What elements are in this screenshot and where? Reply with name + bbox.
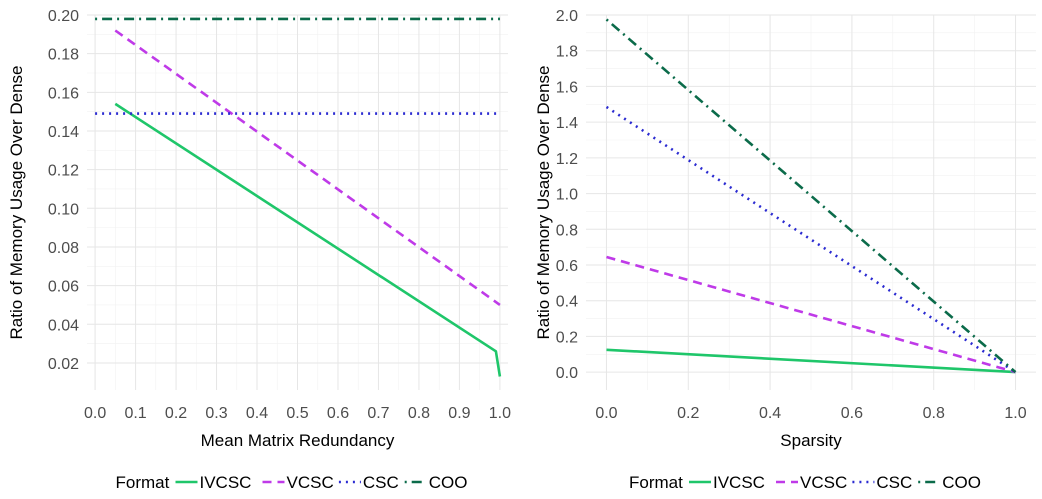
y-tick-label: 1.6 xyxy=(556,79,578,96)
x-tick-label: 0.4 xyxy=(759,405,781,422)
y-tick-label: 0.04 xyxy=(48,317,79,334)
x-tick-label: 0.7 xyxy=(367,405,389,422)
y-tick-label: 2.0 xyxy=(556,8,578,25)
legend-label-coo: COO xyxy=(429,473,468,492)
series-line-csc xyxy=(605,105,1017,374)
x-tick-label: 0.9 xyxy=(448,405,470,422)
legend-label-vcsc: VCSC xyxy=(800,473,847,492)
y-tick-label: 0.16 xyxy=(48,85,79,102)
legend-label-vcsc: VCSC xyxy=(287,473,334,492)
x-tick-label: 0.3 xyxy=(205,405,227,422)
series-line-vcsc xyxy=(606,255,1016,374)
y-tick-label: 0.2 xyxy=(556,329,578,346)
x-axis-title: Mean Matrix Redundancy xyxy=(201,431,395,450)
series-line-ivcsc xyxy=(606,348,1016,374)
legend-label-ivcsc: IVCSC xyxy=(200,473,252,492)
x-tick-label: 0.5 xyxy=(286,405,308,422)
y-tick-label: 0.12 xyxy=(48,163,79,180)
x-tick-label: 1.0 xyxy=(1004,405,1026,422)
x-tick-label: 0.4 xyxy=(246,405,268,422)
y-tick-label: 0.0 xyxy=(556,365,578,382)
legend-label-csc: CSC xyxy=(363,473,399,492)
x-tick-label: 0.0 xyxy=(595,405,617,422)
legend-label-csc: CSC xyxy=(876,473,912,492)
y-tick-label: 0.4 xyxy=(556,294,578,311)
y-tick-label: 1.0 xyxy=(556,187,578,204)
x-tick-label: 0.6 xyxy=(841,405,863,422)
series-line-vcsc xyxy=(114,29,501,306)
y-tick-label: 0.18 xyxy=(48,47,79,64)
series-line-ivcsc xyxy=(114,102,502,377)
x-tick-label: 0.0 xyxy=(84,405,106,422)
y-tick-label: 1.8 xyxy=(556,44,578,61)
legend: Format IVCSC VCSC CSC COO xyxy=(629,473,981,492)
chart-panel-1: 0.0 0.1 0.2 0.3 0.4 0.5 0.6 0.7 0.8 0.9 1.0 0.02 0.0… xyxy=(7,8,511,492)
y-tick-label: 0.06 xyxy=(48,279,79,296)
y-tick-label: 0.08 xyxy=(48,240,79,257)
x-axis-title: Sparsity xyxy=(780,431,842,450)
series-line-coo xyxy=(605,18,1017,374)
legend-title: Format xyxy=(629,473,683,492)
legend-label-ivcsc: IVCSC xyxy=(713,473,765,492)
legend: Format IVCSC VCSC CSC COO xyxy=(116,473,468,492)
y-tick-label: 0.14 xyxy=(48,124,79,141)
legend-label-coo: COO xyxy=(942,473,981,492)
y-tick-label: 0.20 xyxy=(48,8,79,25)
x-tick-label: 0.2 xyxy=(677,405,699,422)
x-tick-label: 1.0 xyxy=(489,405,511,422)
x-tick-label: 0.8 xyxy=(408,405,430,422)
y-tick-label: 0.6 xyxy=(556,258,578,275)
chart-panel-2: 0.0 0.2 0.4 0.6 0.8 1.0 0.0 0.2 0.4 0.6 0.8 1.0 1.2 1… xyxy=(534,8,1036,492)
y-axis-title: Ratio of Memory Usage Over Dense xyxy=(7,66,26,340)
x-tick-label: 0.1 xyxy=(124,405,146,422)
y-tick-label: 0.10 xyxy=(48,201,79,218)
y-axis-title: Ratio of Memory Usage Over Dense xyxy=(534,66,553,340)
x-tick-label: 0.6 xyxy=(327,405,349,422)
y-tick-label: 1.4 xyxy=(556,115,578,132)
y-tick-label: 0.02 xyxy=(48,356,79,373)
x-tick-label: 0.2 xyxy=(165,405,187,422)
y-tick-label: 1.2 xyxy=(556,151,578,168)
legend-title: Format xyxy=(116,473,170,492)
y-tick-label: 0.8 xyxy=(556,222,578,239)
x-tick-label: 0.8 xyxy=(923,405,945,422)
